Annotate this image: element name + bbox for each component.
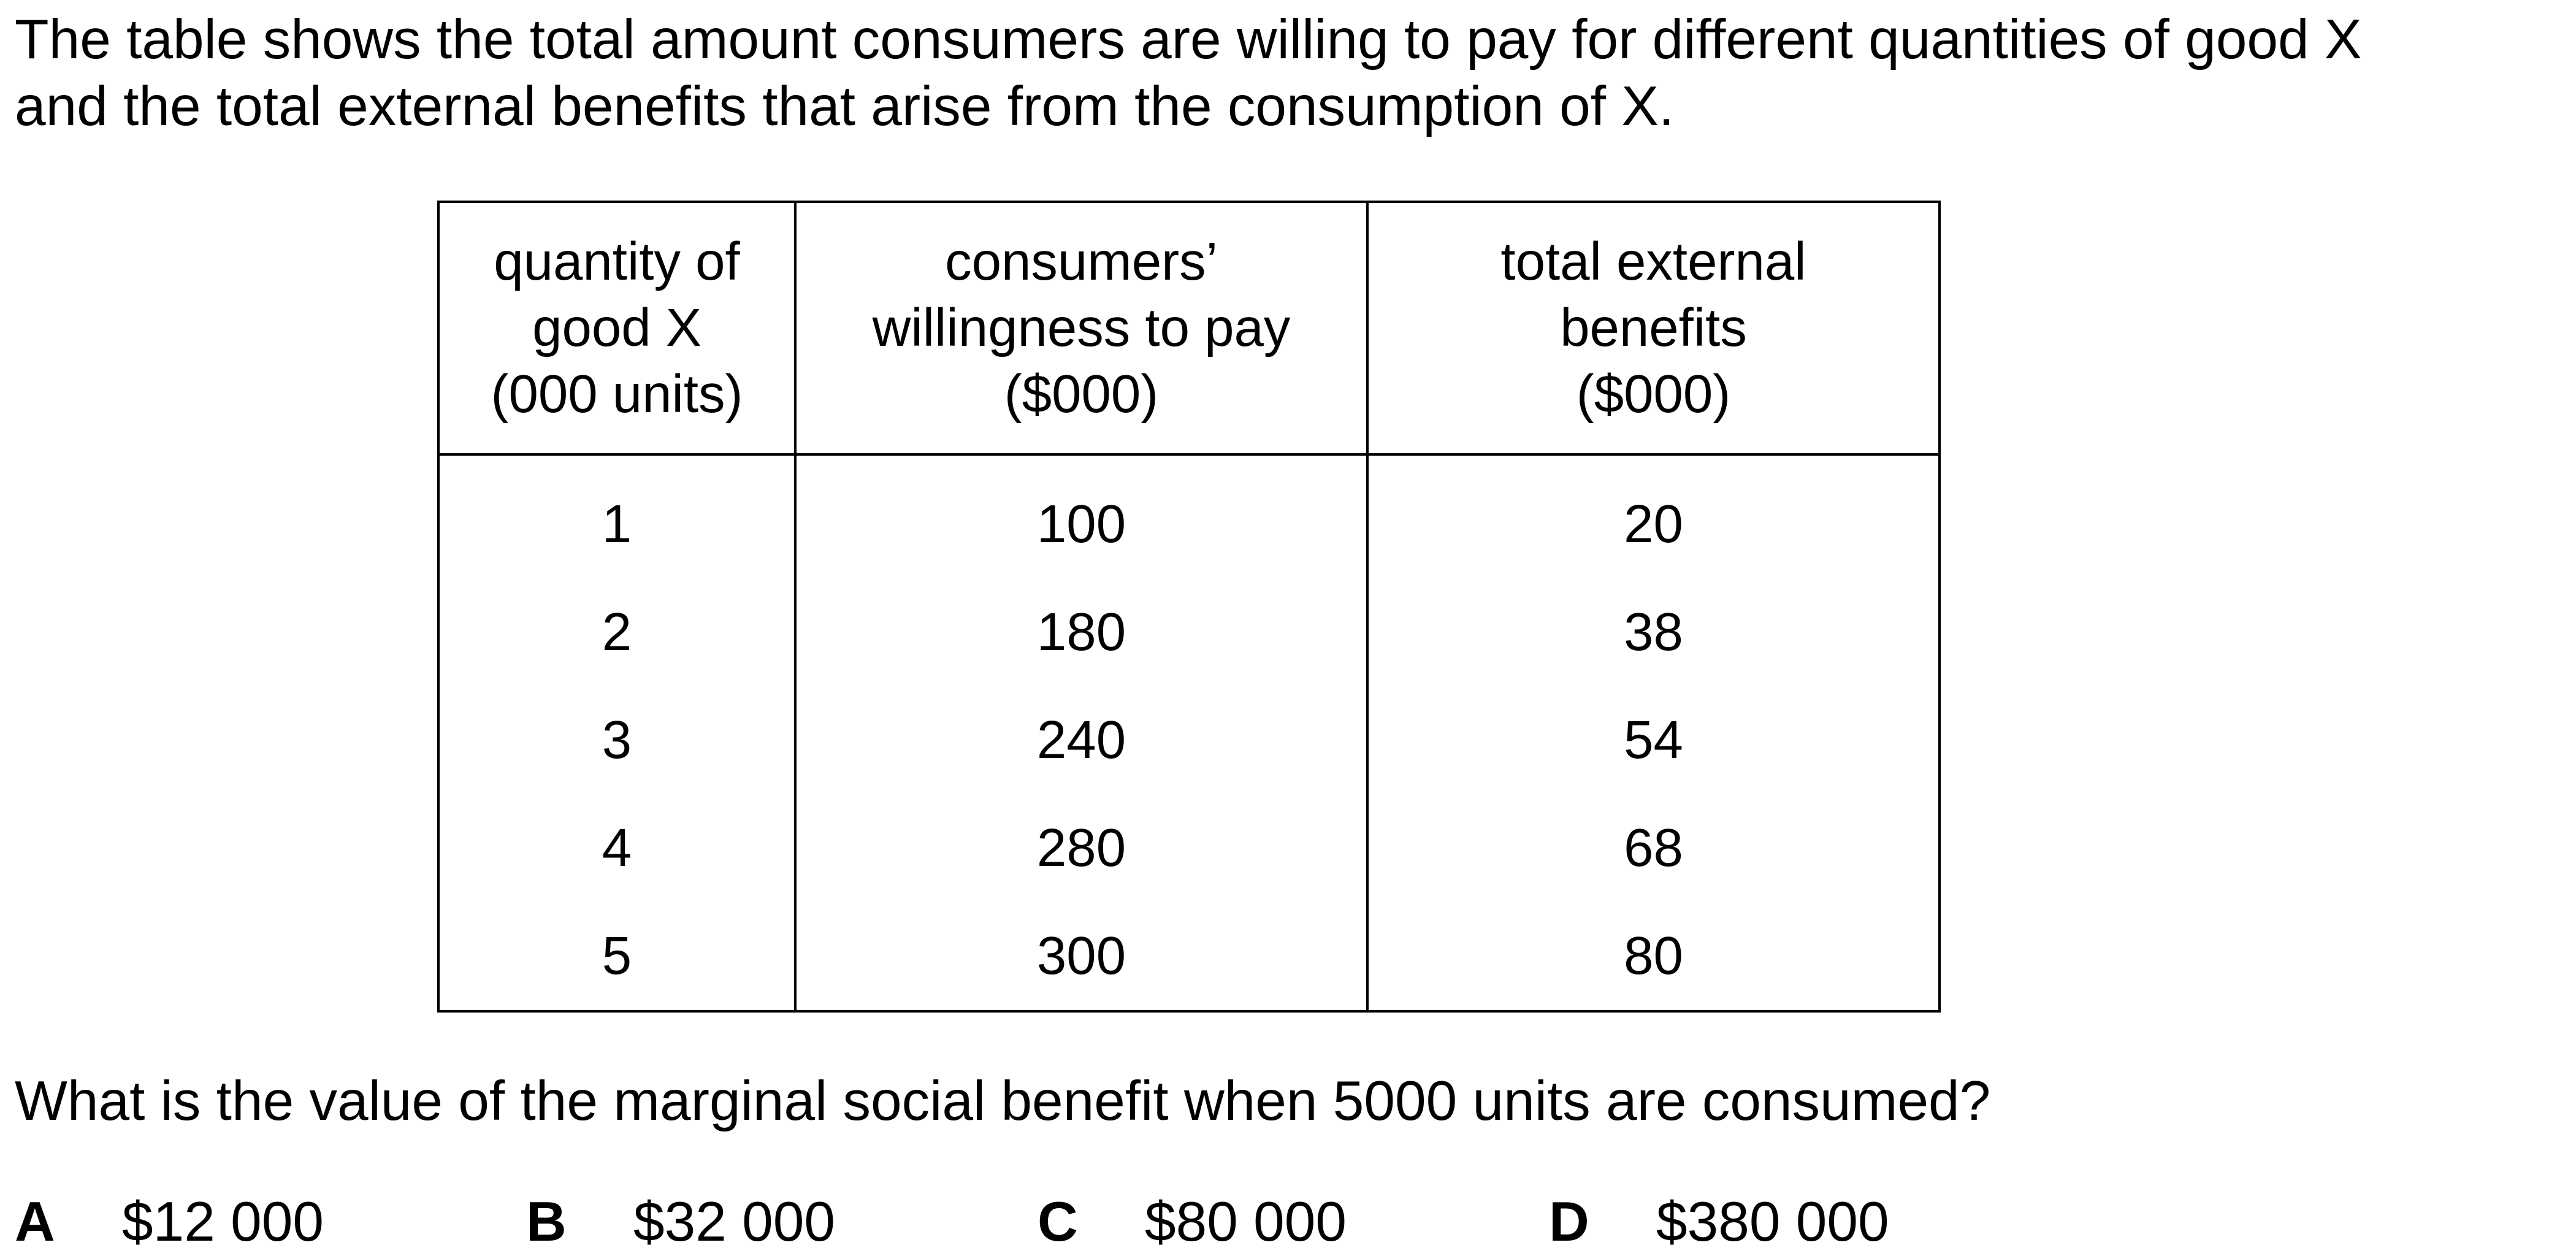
header-quantity: quantity of good X (000 units) — [437, 202, 797, 456]
table-cell: 1 — [437, 454, 797, 578]
data-table: quantity of good X (000 units) consumers… — [437, 201, 1941, 1013]
table-cell: 54 — [1366, 686, 1941, 794]
question-text: What is the value of the marginal social… — [15, 1070, 1991, 1132]
option-value: $380 000 — [1656, 1191, 1889, 1253]
header-text: willingness to pay — [872, 298, 1291, 358]
table-cell: 68 — [1366, 794, 1941, 902]
option-value: $32 000 — [633, 1191, 835, 1253]
table-cell: 20 — [1366, 454, 1941, 578]
table-row: 1 100 20 — [437, 454, 1941, 578]
table-cell: 280 — [794, 794, 1369, 902]
table-row: 4 280 68 — [437, 794, 1941, 902]
option-letter: B — [526, 1191, 567, 1253]
header-willingness-to-pay: consumers’ willingness to pay ($000) — [794, 202, 1369, 456]
intro-text: The table shows the total amount consume… — [15, 6, 2559, 140]
table-cell: 4 — [437, 794, 797, 902]
option-letter: C — [1038, 1191, 1078, 1253]
header-text: consumers’ — [945, 232, 1218, 291]
header-text: ($000) — [1004, 364, 1159, 424]
header-external-benefits: total external benefits ($000) — [1366, 202, 1941, 456]
intro-line-2: and the total external benefits that ari… — [15, 75, 1675, 137]
table-cell: 3 — [437, 686, 797, 794]
option-d[interactable]: D $380 000 — [1549, 1189, 1889, 1255]
table-row: 2 180 38 — [437, 578, 1941, 686]
option-c[interactable]: C $80 000 — [1038, 1189, 1347, 1255]
table-cell: 100 — [794, 454, 1369, 578]
option-a[interactable]: A $12 000 — [15, 1189, 324, 1255]
option-b[interactable]: B $32 000 — [526, 1189, 835, 1255]
table-cell: 240 — [794, 686, 1369, 794]
table-row: 5 300 80 — [437, 902, 1941, 1011]
answer-options: A $12 000 B $32 000 C $80 000 D $380 000 — [0, 1189, 2576, 1256]
table-cell: 38 — [1366, 578, 1941, 686]
table-cell: 80 — [1366, 902, 1941, 1011]
header-text: good X — [532, 298, 701, 358]
table-row: 3 240 54 — [437, 686, 1941, 794]
option-value: $80 000 — [1145, 1191, 1347, 1253]
table-header-row: quantity of good X (000 units) consumers… — [437, 202, 1941, 456]
table-cell: 5 — [437, 902, 797, 1011]
option-letter: D — [1549, 1191, 1589, 1253]
intro-line-1: The table shows the total amount consume… — [15, 9, 2362, 71]
option-letter: A — [15, 1191, 55, 1253]
table-cell: 180 — [794, 578, 1369, 686]
header-text: ($000) — [1576, 364, 1731, 424]
header-text: benefits — [1560, 298, 1747, 358]
table-cell: 300 — [794, 902, 1369, 1011]
header-text: quantity of — [494, 232, 740, 291]
option-value: $12 000 — [122, 1191, 324, 1253]
header-text: total external — [1500, 232, 1806, 291]
header-text: (000 units) — [491, 364, 743, 424]
table-cell: 2 — [437, 578, 797, 686]
